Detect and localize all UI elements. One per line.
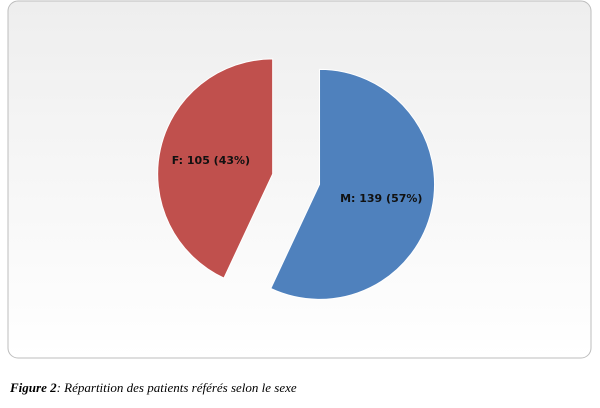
chart-frame [7,0,592,359]
data-label: F: 105 (43%) [172,154,250,167]
data-label: M: 139 (57%) [340,192,422,205]
caption-label: Figure 2 [9,380,57,395]
caption: Figure 2: Répartition des patients référ… [9,380,297,395]
pie: M: 139 (57%) F: 105 (43%) [157,58,435,300]
pie-slice [270,68,435,300]
caption-text: : Répartition des patients référés selon… [57,380,297,395]
pie-slice [157,58,274,279]
